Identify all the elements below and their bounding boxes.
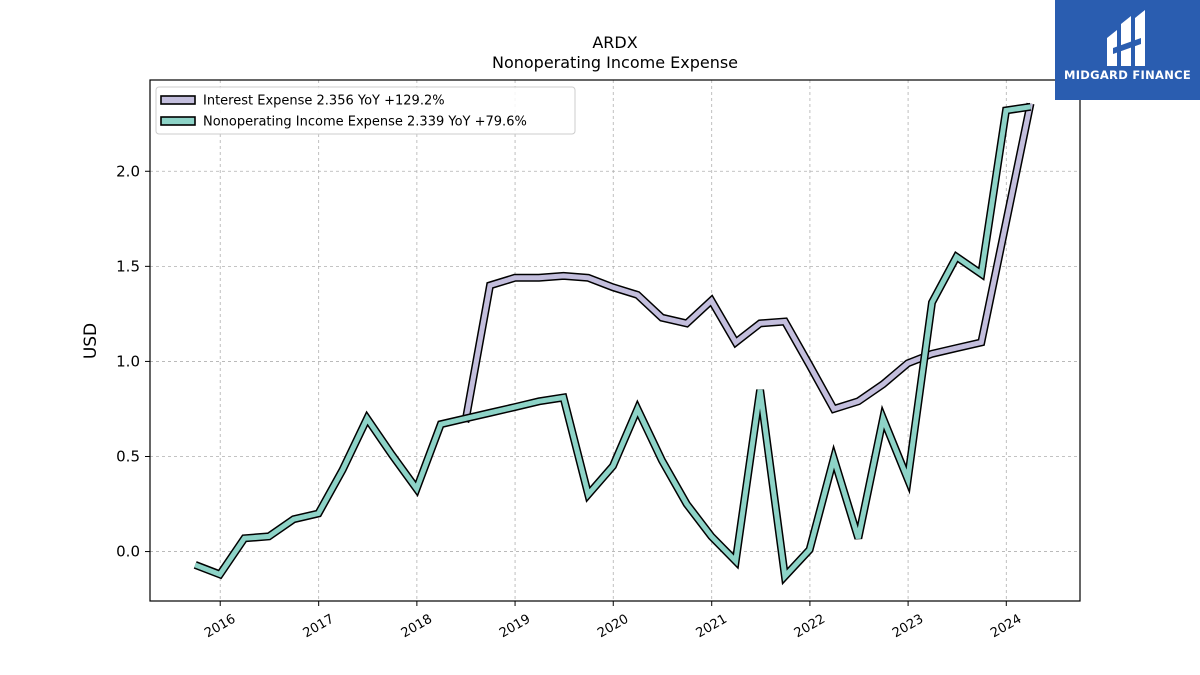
series-line [462,103,1033,423]
series-line-outline [461,102,1035,424]
x-tick-label: 2017 [301,612,337,642]
series-2 [193,102,1032,586]
y-tick-label: 1.0 [116,352,140,370]
chart-subtitle: Nonoperating Income Expense [492,53,738,72]
y-tick-label: 2.0 [116,162,140,180]
y-tick-label: 1.5 [116,257,140,275]
legend-box [155,86,576,135]
y-tick-label: 0.5 [116,447,140,465]
legend-swatch [160,116,196,126]
y-axis: 0.0 0.5 1.0 1.5 2.0 [116,162,150,561]
x-tick-label: 2019 [497,612,533,642]
legend: Interest Expense 2.356 YoY +129.2% Nonope… [155,86,576,135]
x-tick-label: 2022 [792,612,828,642]
legend-label: Interest Expense 2.356 YoY +129.2% [203,94,445,109]
x-tick-label: 2024 [988,612,1024,642]
series-group [193,102,1035,586]
brand-name: MIDGARD FINANCE [1063,68,1192,82]
x-tick-label: 2020 [595,612,631,642]
y-tick-label: 0.0 [116,543,140,561]
brand-logo-icon [1107,10,1145,66]
x-tick-label: 2016 [202,612,238,642]
series-1 [461,102,1035,424]
x-tick-label: 2023 [890,612,926,642]
plot-area [149,79,1081,602]
chart-title: ARDX [592,33,637,52]
y-axis-label: USD [81,323,101,359]
x-axis: 2016 2017 2018 2019 2020 2021 2022 2023 2024 [202,601,1024,641]
brand-logo: MIDGARD FINANCE [1055,0,1200,100]
x-tick-label: 2018 [399,612,435,642]
series-line [194,104,1031,582]
legend-label: Nonoperating Income Expense 2.339 YoY +7… [203,115,527,130]
x-tick-label: 2021 [694,612,730,642]
legend-swatch [160,95,196,105]
